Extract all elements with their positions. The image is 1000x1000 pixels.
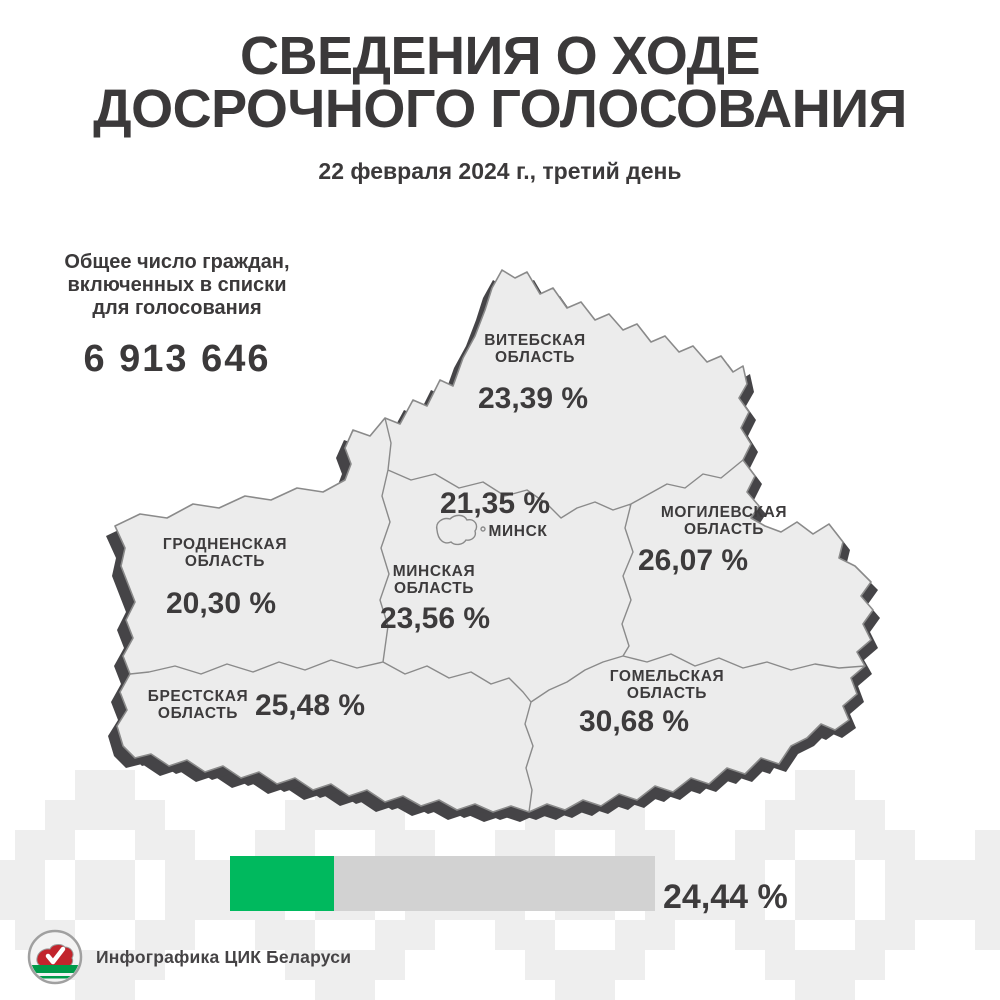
logo-green-band [31,965,79,973]
total-voters-block: Общее число граждан, включенных в списки… [27,251,327,381]
region-label-gomel: ГОМЕЛЬСКАЯ ОБЛАСТЬ [609,668,725,702]
page-title: СВЕДЕНИЯ О ХОДЕ ДОСРОЧНОГО ГОЛОСОВАНИЯ [0,26,1000,139]
region-value-vitebsk: 23,39 % [477,382,589,415]
turnout-progress-value: 24,44 % [663,878,788,916]
region-value-gomel: 30,68 % [578,705,690,738]
belarus-map [106,269,880,822]
region-borders [129,417,866,813]
page-title-line2: ДОСРОЧНОГО ГОЛОСОВАНИЯ [93,79,907,139]
page-subtitle: 22 февраля 2024 г., третий день [318,158,682,184]
turnout-progress-track [230,856,655,911]
total-voters-label-line1: Общее число граждан, [64,251,290,273]
region-label-grodno: ГРОДНЕНСКАЯ ОБЛАСТЬ [162,536,288,570]
total-voters-label-line2: включенных в списки [67,274,287,296]
progress-fill [230,856,334,911]
footer: Инфографика ЦИК Беларуси [26,928,351,986]
region-label-vitebsk: ВИТЕБСКАЯ ОБЛАСТЬ [484,332,586,366]
total-voters-value: 6 913 646 [83,338,271,380]
page-title-line1: СВЕДЕНИЯ О ХОДЕ [239,26,761,86]
region-label-minsk-city: МИНСК [488,523,548,540]
minsk-city-outline [436,514,486,546]
region-label-mogilev: МОГИЛЕВСКАЯ ОБЛАСТЬ [660,504,788,538]
region-value-grodno: 20,30 % [165,587,277,620]
cec-logo [27,929,83,985]
logo-checkmark-icon [45,946,66,965]
region-value-minsk-region: 23,56 % [379,602,491,635]
footer-credit: Инфографика ЦИК Беларуси [96,946,352,967]
total-voters-label-line3: для голосования [92,297,262,319]
region-value-mogilev: 26,07 % [637,544,749,577]
region-value-brest: 25,48 % [254,689,366,722]
region-value-minsk-city: 21,35 % [439,487,551,520]
region-label-minsk-region: МИНСКАЯ ОБЛАСТЬ [392,563,476,597]
belarus-outline [114,269,874,813]
region-label-brest: БРЕСТСКАЯ ОБЛАСТЬ [147,688,249,722]
logo-green-line [31,976,79,979]
